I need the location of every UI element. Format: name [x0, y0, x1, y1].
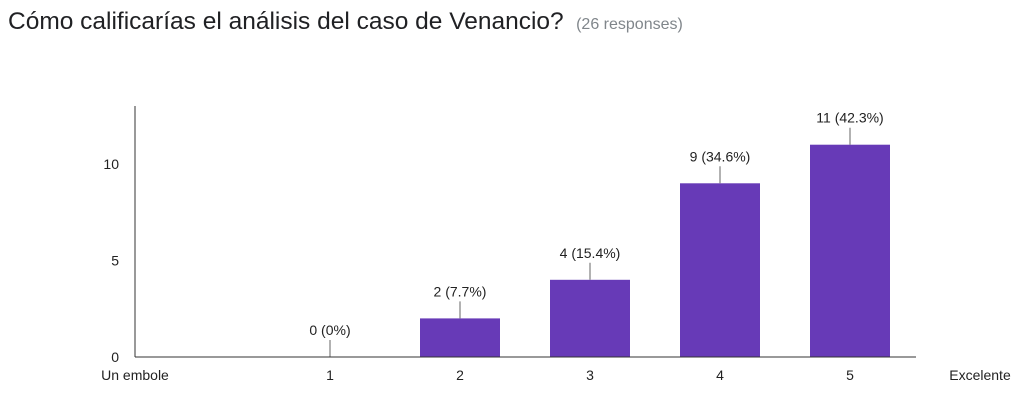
y-tick-label: 10: [103, 156, 119, 172]
question-title: Cómo calificarías el análisis del caso d…: [8, 8, 564, 35]
x-end-label-high: Excelente: [949, 367, 1011, 383]
data-label: 0 (0%): [309, 322, 350, 338]
data-label: 11 (42.3%): [816, 110, 883, 126]
question-header: Cómo calificarías el análisis del caso d…: [8, 8, 683, 36]
bar: [550, 279, 630, 357]
x-tick-label: 3: [586, 367, 594, 383]
bars: 0 (0%) 2 (7.7%) 4 (15.4%) 9 (34.6%) 11 (42.3…: [309, 110, 890, 357]
data-label: 2 (7.7%): [434, 283, 487, 299]
data-label: 9 (34.6%): [690, 148, 751, 164]
y-tick-label: 5: [111, 253, 119, 269]
x-tick-label: 1: [326, 367, 334, 383]
data-label: 4 (15.4%): [560, 245, 621, 261]
bar: [810, 144, 890, 357]
x-tick-label: 5: [846, 367, 854, 383]
x-tick-label: 2: [456, 367, 464, 383]
y-tick-label: 0: [111, 349, 119, 365]
x-axis-labels: 1 2 3 4 5 Un embole Excelente: [101, 367, 1011, 383]
bar: [680, 183, 760, 357]
response-count: (26 responses): [576, 16, 683, 33]
y-axis-ticks: 0 5 10: [103, 156, 119, 365]
x-end-label-low: Un embole: [101, 367, 169, 383]
x-tick-label: 4: [716, 367, 724, 383]
bar: [420, 318, 500, 357]
